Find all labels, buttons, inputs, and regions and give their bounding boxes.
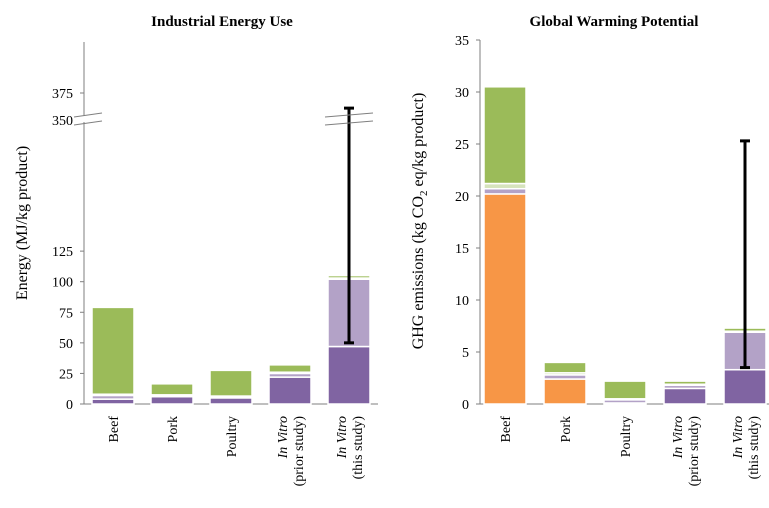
bar-segment bbox=[483, 187, 527, 195]
category-label: In Vitro bbox=[276, 416, 291, 459]
category-label: (this study) bbox=[351, 416, 366, 480]
category-label: (prior study) bbox=[292, 416, 307, 487]
bar-break-line bbox=[324, 112, 374, 118]
category-label: Pork bbox=[559, 416, 574, 442]
global-warming-chart: Global Warming Potential 0 5 10 15 20 25 30 35 GH… bbox=[410, 14, 769, 486]
bar-segment bbox=[663, 387, 707, 405]
industrial-energy-chart: Industrial Energy Use 0 25 50 75 100 125 350 375… bbox=[14, 14, 378, 486]
axis-break-line bbox=[73, 112, 103, 118]
y-tick-label: 375 bbox=[52, 87, 73, 102]
chart-title: Global Warming Potential bbox=[530, 14, 699, 30]
y-tick-label: 100 bbox=[52, 276, 73, 291]
y-tick-label: 25 bbox=[455, 138, 469, 153]
bar-segment bbox=[723, 368, 767, 405]
category-label: Beef bbox=[107, 416, 122, 443]
bar-segment bbox=[209, 369, 253, 397]
y-tick-label: 0 bbox=[462, 398, 469, 413]
bar-segment bbox=[268, 364, 312, 373]
y-axis-label: GHG emissions (kg CO2 eq/kg product) bbox=[410, 93, 430, 350]
y-axis-label: Energy (MJ/kg product) bbox=[14, 146, 31, 300]
bar-segment bbox=[543, 378, 587, 405]
y-tick-label: 5 bbox=[462, 346, 469, 361]
y-tick-label: 25 bbox=[59, 367, 73, 382]
bar-segment bbox=[603, 380, 647, 400]
chart-title: Industrial Energy Use bbox=[151, 14, 293, 30]
bar-segment bbox=[327, 345, 371, 405]
bar-segment bbox=[483, 86, 527, 185]
y-tick-label: 50 bbox=[59, 337, 73, 352]
bar-segment bbox=[268, 376, 312, 405]
category-label: Pork bbox=[166, 416, 181, 442]
category-label: (this study) bbox=[747, 416, 762, 480]
y-tick-label: 10 bbox=[455, 294, 469, 309]
bar-break-line bbox=[324, 120, 374, 126]
category-label: In Vitro bbox=[671, 416, 686, 459]
bar-segment bbox=[483, 182, 527, 190]
y-tick-label: 0 bbox=[66, 398, 73, 413]
y-tick-label: 20 bbox=[455, 190, 469, 205]
category-label: In Vitro bbox=[335, 416, 350, 459]
y-tick-label: 30 bbox=[455, 86, 469, 101]
bar-segment bbox=[483, 193, 527, 405]
y-tick-label: 125 bbox=[52, 245, 73, 260]
category-label: Poultry bbox=[619, 416, 634, 457]
category-label: Beef bbox=[499, 416, 514, 443]
bar-segment bbox=[209, 397, 253, 405]
y-tick-label: 75 bbox=[59, 306, 73, 321]
category-label: Poultry bbox=[225, 416, 240, 457]
category-label: In Vitro bbox=[731, 416, 746, 459]
bar-segment bbox=[663, 380, 707, 385]
bar-break-gap bbox=[325, 116, 345, 122]
bar-segment bbox=[543, 361, 587, 374]
bar-segment bbox=[150, 395, 194, 405]
axis-break-gap bbox=[76, 116, 94, 122]
axis-break-line bbox=[73, 120, 103, 126]
bar-segment bbox=[91, 306, 135, 395]
y-tick-label: 15 bbox=[455, 242, 469, 257]
y-tick-label: 35 bbox=[455, 34, 469, 49]
bar-segment bbox=[150, 383, 194, 396]
y-tick-label: 350 bbox=[52, 114, 73, 129]
category-label: (prior study) bbox=[687, 416, 702, 487]
bar-break-gap bbox=[353, 116, 373, 122]
